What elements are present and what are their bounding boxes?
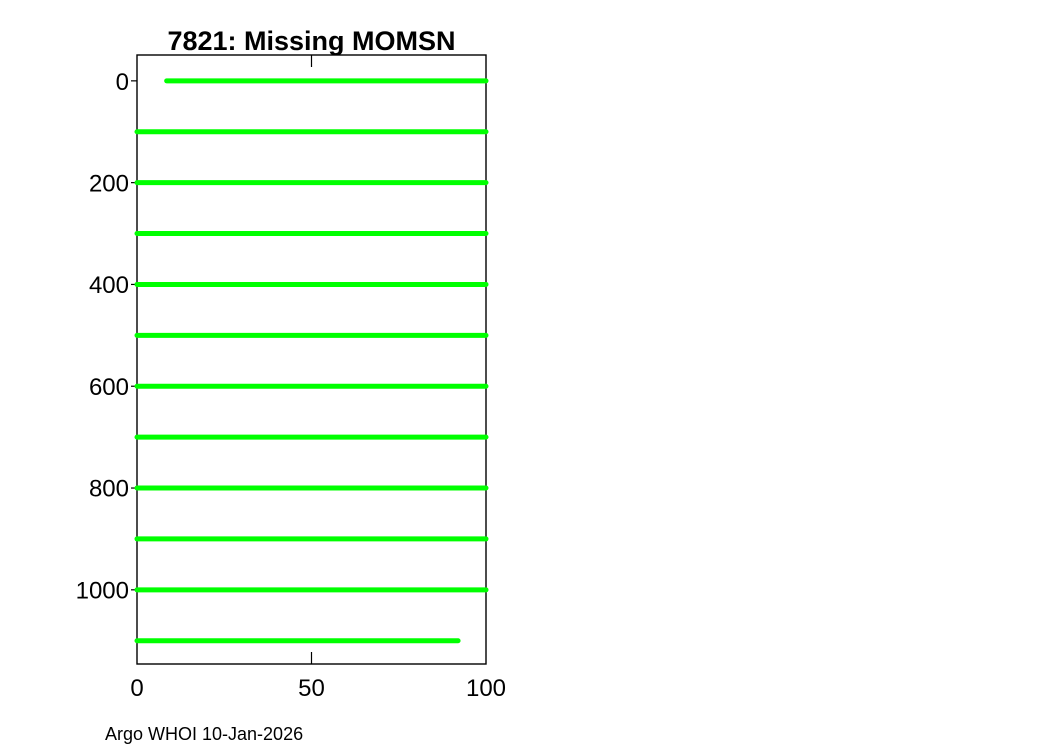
svg-text:0: 0 [116,69,129,96]
svg-text:800: 800 [89,476,129,503]
svg-text:50: 50 [298,675,325,702]
svg-text:600: 600 [89,374,129,401]
svg-text:200: 200 [89,171,129,198]
svg-text:1000: 1000 [76,578,129,605]
svg-text:400: 400 [89,272,129,299]
svg-text:100: 100 [466,675,506,702]
svg-text:0: 0 [130,675,143,702]
